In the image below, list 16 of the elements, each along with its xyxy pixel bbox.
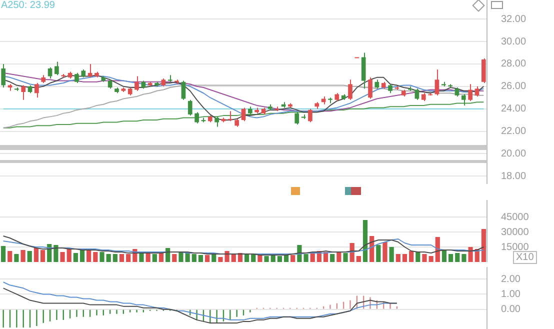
y-tick-label: 30000 (501, 226, 530, 238)
y-tick-label: 30.00 (501, 36, 526, 48)
y-tick-label: 2.00 (501, 274, 521, 285)
y-tick-label: 22.00 (501, 126, 526, 138)
y-tick-label: 20.00 (501, 148, 526, 160)
y-tick-label: 32.00 (501, 14, 526, 25)
annotation: A250: 23.99 (1, 0, 55, 11)
y-tick-label: 24.00 (501, 104, 526, 115)
y-tick-label: 1.00 (501, 288, 521, 300)
y-tick-label: 15000 (501, 242, 530, 253)
y-tick-label: 18.00 (501, 170, 526, 182)
y-tick-label: 45000 (501, 212, 530, 223)
text: X10 (513, 251, 537, 264)
y-tick-label: 26.00 (501, 81, 526, 92)
y-tick-label: 28.00 (501, 58, 526, 70)
y-tick-label: 0.00 (501, 304, 521, 316)
